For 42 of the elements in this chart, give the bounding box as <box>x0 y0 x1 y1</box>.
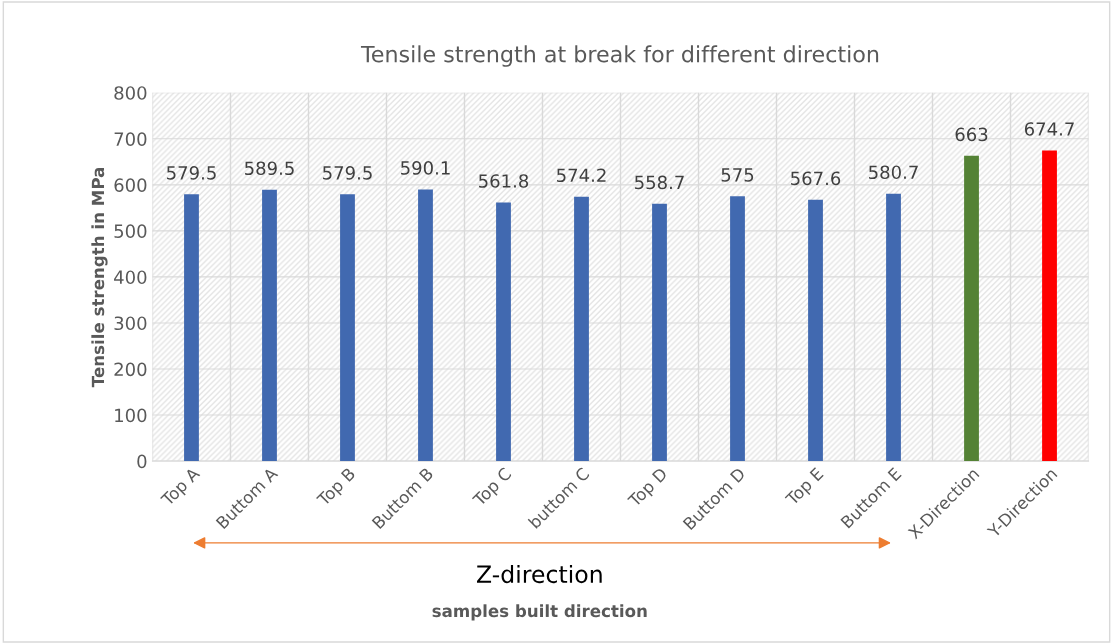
bar <box>1042 150 1057 462</box>
y-tick-label: 100 <box>115 408 147 423</box>
data-label: 567.6 <box>791 171 841 186</box>
bar <box>496 202 511 462</box>
data-label: 579.5 <box>167 166 216 180</box>
data-label: 674.7 <box>1024 122 1074 136</box>
y-tick-label: 600 <box>114 178 147 192</box>
data-label: 580.7 <box>869 165 918 180</box>
bar <box>808 199 823 462</box>
x-tick-label: Top D <box>627 467 671 511</box>
data-label: 590.1 <box>401 161 450 175</box>
data-label: 561.8 <box>479 174 529 188</box>
y-tick-label: 800 <box>114 86 147 100</box>
bar <box>730 196 745 462</box>
bar <box>418 189 433 462</box>
y-tick-label: 500 <box>114 224 147 238</box>
y-tick-label: 300 <box>114 316 147 331</box>
data-label: 558.7 <box>635 175 684 190</box>
y-axis-title: Tensile strength in MPa <box>91 167 108 388</box>
x-tick-label: Top B <box>316 467 359 510</box>
bar <box>184 194 199 462</box>
y-tick-label: 700 <box>114 132 147 146</box>
x-tick-label: Top E <box>784 467 827 509</box>
bar <box>574 196 589 462</box>
chart-title: Tensile strength at break for different direction <box>360 45 879 67</box>
data-label: 579.5 <box>323 166 372 180</box>
bar <box>652 203 667 462</box>
data-label: 574.2 <box>557 168 606 183</box>
y-tick-label: 400 <box>114 270 147 285</box>
data-label: 575 <box>721 168 754 182</box>
x-axis-title: samples built direction <box>432 604 647 621</box>
bar <box>340 194 355 462</box>
bar <box>964 155 979 462</box>
data-label: 589.5 <box>245 161 294 176</box>
bar <box>262 189 277 462</box>
data-label: 663 <box>955 127 988 142</box>
text: Z-direction <box>477 564 602 584</box>
x-tick-label: Top C <box>471 466 515 510</box>
y-tick-label: 0 <box>137 454 147 469</box>
y-tick-label: 200 <box>114 362 147 377</box>
x-tick-label: Top A <box>160 466 203 510</box>
bar <box>886 193 901 462</box>
